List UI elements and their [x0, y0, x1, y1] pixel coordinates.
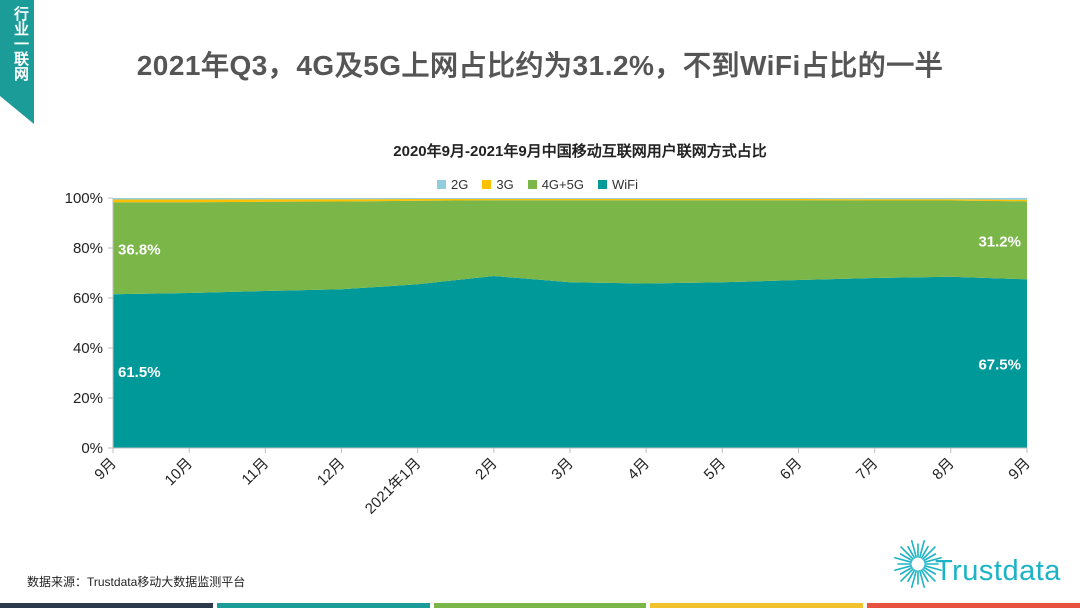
legend-item: WiFi	[597, 177, 638, 192]
legend-label: 3G	[496, 177, 514, 192]
x-tick-label: 11月	[239, 455, 273, 489]
y-tick-label: 100%	[65, 190, 103, 207]
chart-title: 2020年9月-2021年9月中国移动互联网用户联网方式占比	[393, 143, 767, 160]
legend-item: 2G	[437, 177, 468, 192]
footer-color-segment	[433, 603, 647, 608]
x-tick-label: 2021年1月	[362, 455, 425, 518]
trustdata-logo-icon	[894, 540, 942, 588]
x-tick-label: 6月	[777, 455, 806, 484]
y-tick-label: 80%	[73, 240, 103, 257]
footer-color-segment	[0, 603, 213, 608]
area-4g-5g	[113, 200, 1027, 295]
area-wifi	[113, 276, 1027, 448]
data-source-note: 数据来源：Trustdata移动大数据监测平台	[27, 575, 246, 589]
x-tick-label: 7月	[853, 455, 882, 484]
footer-color-bar	[0, 603, 1080, 608]
x-tick-label: 2月	[472, 455, 501, 484]
chart-legend: 2G 3G 4G+5G WiFi	[437, 177, 638, 192]
trustdata-logo-text: Trustdata	[935, 555, 1061, 587]
side-tab-corner	[0, 96, 34, 124]
data-label: 61.5%	[118, 364, 161, 381]
page-title: 2021年Q3，4G及5G上网占比约为31.2%，不到WiFi占比的一半	[136, 50, 944, 81]
legend-label: 4G+5G	[541, 177, 584, 192]
legend-item: 3G	[482, 177, 514, 192]
legend-swatch	[437, 180, 446, 189]
legend-swatch	[482, 180, 492, 189]
legend-label: WiFi	[611, 177, 638, 192]
legend-swatch	[597, 180, 607, 189]
area-3g	[113, 199, 1027, 203]
data-label: 31.2%	[978, 233, 1021, 250]
x-tick-label: 10月	[162, 455, 196, 489]
data-label: 36.8%	[118, 241, 161, 258]
x-tick-label: 9月	[91, 455, 120, 484]
data-label: 67.5%	[978, 357, 1021, 374]
x-tick-label: 3月	[548, 455, 577, 484]
y-tick-label: 60%	[73, 290, 103, 307]
legend-item: 4G+5G	[527, 177, 584, 192]
x-tick-label: 5月	[701, 455, 730, 484]
area-2g	[113, 198, 1027, 200]
y-tick-label: 20%	[73, 390, 103, 407]
side-tab-label: 行业一联网	[12, 6, 29, 81]
x-tick-label: 12月	[314, 455, 348, 489]
legend-swatch	[527, 180, 537, 189]
legend-label: 2G	[451, 177, 469, 192]
y-tick-label: 0%	[81, 440, 103, 457]
stacked-area-chart: 0% 20% 40% 60% 80% 100% 9月 10月 11月 12月 2021年1月 2月 3月…	[65, 190, 1034, 518]
footer-color-segment	[867, 603, 1080, 608]
x-tick-label: 9月	[1005, 455, 1034, 484]
x-tick-label: 8月	[929, 455, 958, 484]
x-tick-label: 4月	[624, 455, 653, 484]
footer-color-segment	[650, 603, 864, 608]
y-tick-label: 40%	[73, 340, 103, 357]
footer-color-segment	[216, 603, 430, 608]
